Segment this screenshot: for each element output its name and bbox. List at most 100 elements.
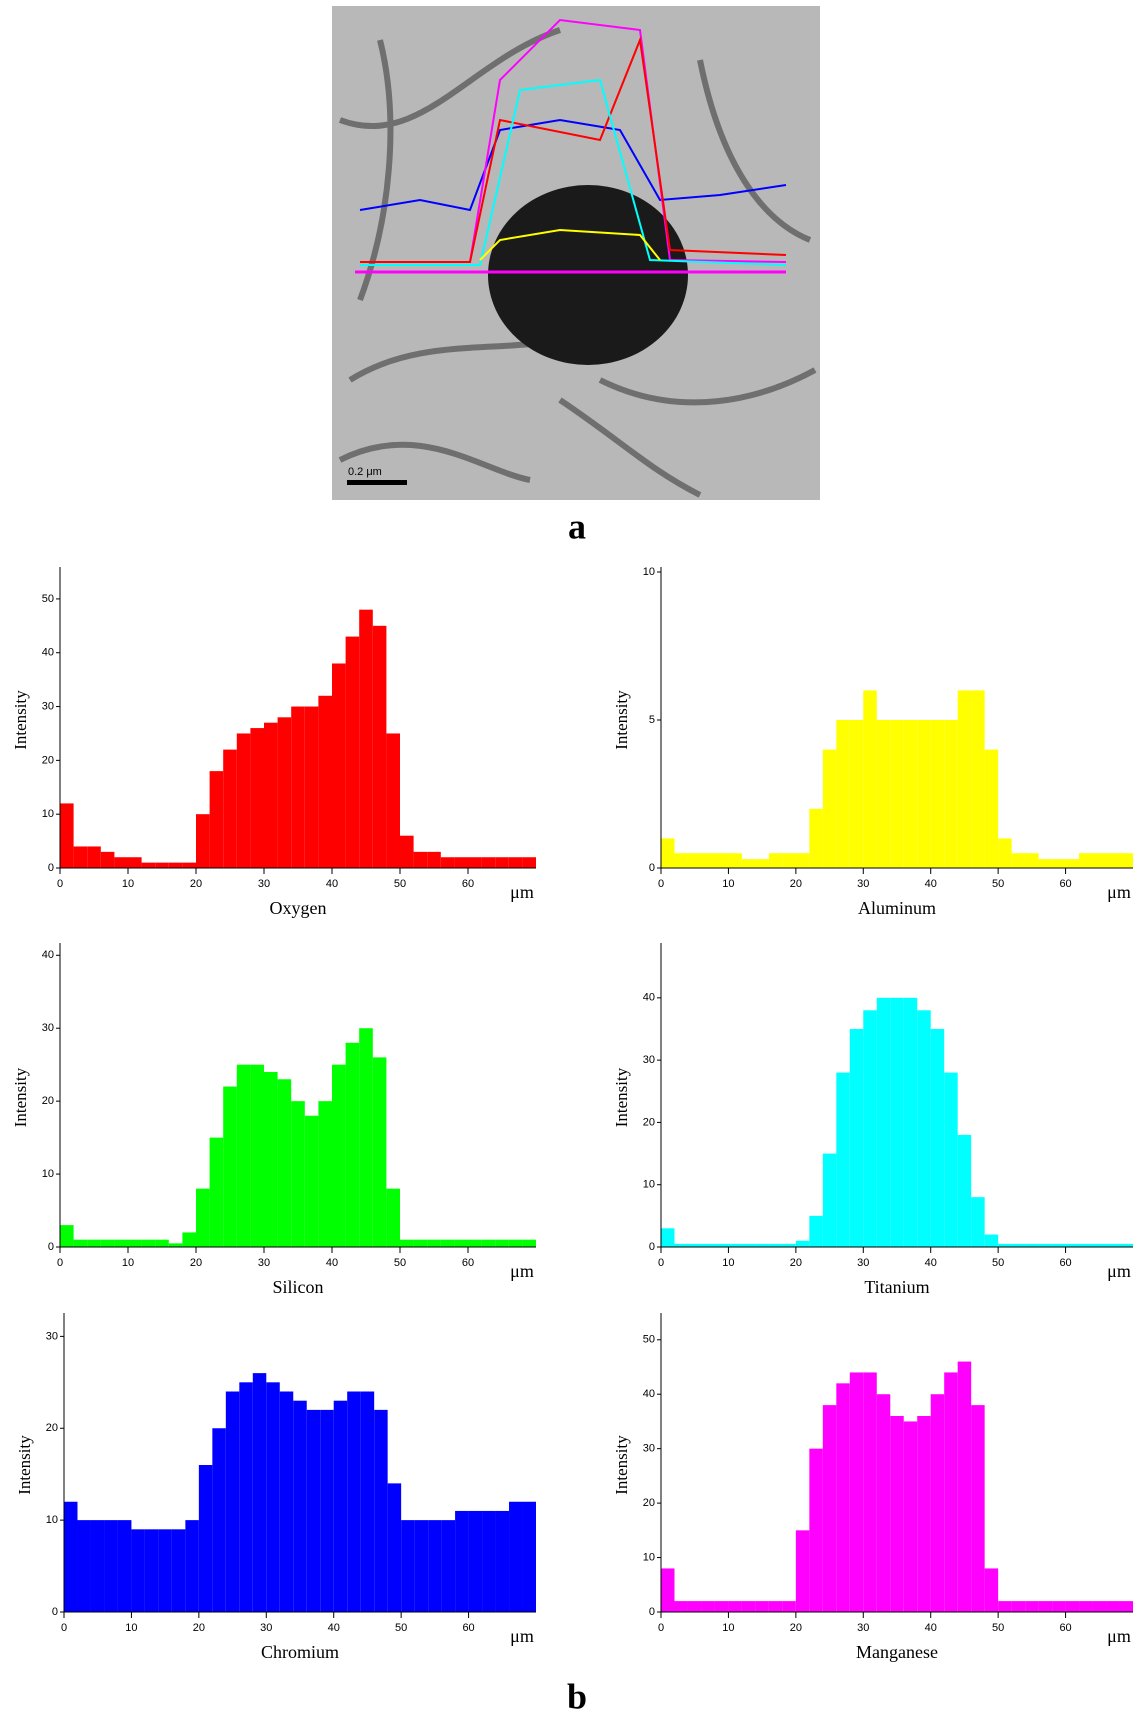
x-tick-label: 20 (790, 1257, 802, 1269)
bar (252, 1373, 267, 1612)
chart: 0 5 10 0 10 20 30 40 50 60 μm Aluminum Intensity (612, 566, 1133, 918)
chart-title: Oxygen (270, 898, 327, 918)
bar (863, 690, 877, 868)
panel-label: a (568, 506, 586, 546)
bar (304, 706, 319, 868)
y-tick-label: 30 (643, 1054, 655, 1066)
bar (755, 859, 769, 868)
x-tick-label: 40 (925, 878, 937, 890)
bar (468, 1510, 483, 1612)
x-tick-label: 30 (857, 878, 869, 890)
bar (1038, 859, 1053, 868)
bar (455, 1510, 469, 1612)
chart-title: Manganese (856, 1642, 938, 1662)
bar (198, 1465, 213, 1612)
bar (1079, 853, 1093, 868)
y-tick-label: 10 (643, 1179, 655, 1191)
bar (687, 1601, 702, 1612)
bar (863, 1372, 877, 1612)
y-tick-label: 20 (643, 1497, 655, 1509)
bar (359, 609, 373, 868)
bar (971, 1405, 985, 1612)
bar (741, 1601, 756, 1612)
x-tick-label: 40 (925, 1622, 937, 1634)
bar (782, 853, 796, 868)
chart-title: Titanium (864, 1277, 929, 1297)
bar (930, 1394, 945, 1612)
x-tick-label: 20 (193, 1622, 205, 1634)
bar (1119, 1601, 1133, 1612)
overlay-al (479, 228, 661, 261)
chart: 0 10 20 30 40 0 10 20 30 40 50 60 μm Silicon Intensity (11, 943, 536, 1297)
bar (413, 851, 428, 868)
bar (522, 857, 536, 868)
bar (360, 1391, 375, 1612)
bar (481, 857, 496, 868)
bar (661, 1568, 675, 1612)
bar (481, 1239, 496, 1247)
overlay-o (360, 36, 787, 263)
bar (1119, 853, 1133, 868)
y-axis-label: Intensity (11, 690, 30, 750)
y-tick-label: 30 (46, 1330, 58, 1342)
bar (182, 1232, 196, 1247)
bar (87, 1239, 101, 1247)
bar (836, 1383, 850, 1612)
x-tick-label: 50 (394, 878, 406, 890)
bar (849, 1028, 864, 1247)
bar (998, 1601, 1012, 1612)
bar (291, 1101, 305, 1247)
bar (440, 1239, 455, 1247)
chart-title: Chromium (261, 1642, 339, 1662)
bar (944, 1072, 958, 1247)
bar (1052, 1243, 1066, 1247)
bar (1011, 853, 1026, 868)
x-tick-label: 50 (992, 878, 1004, 890)
bar (674, 1243, 688, 1247)
x-tick-label: 20 (790, 1622, 802, 1634)
bar (117, 1520, 132, 1612)
bar (508, 1239, 523, 1247)
bar (345, 636, 360, 868)
y-tick-label: 20 (42, 754, 54, 766)
x-tick-label: 0 (658, 878, 664, 890)
bar (687, 853, 702, 868)
bar (306, 1409, 321, 1612)
bar (468, 1239, 482, 1247)
x-tick-label: 10 (722, 878, 734, 890)
x-tick-label: 60 (1059, 1257, 1071, 1269)
bar (114, 857, 128, 868)
bar (277, 717, 292, 868)
bar (522, 1501, 536, 1612)
y-tick-label: 0 (649, 862, 655, 874)
bar (168, 862, 183, 868)
bar (1011, 1243, 1026, 1247)
bar (236, 733, 251, 868)
bar (454, 857, 468, 868)
micrograph-fibers (338, 27, 817, 498)
bar (714, 853, 729, 868)
bar (1038, 1601, 1053, 1612)
panel-label: b (567, 1676, 587, 1716)
x-unit: μm (1107, 1626, 1131, 1646)
bar (223, 1086, 237, 1247)
bar (917, 720, 931, 868)
bar (60, 1225, 74, 1247)
bar (155, 1239, 169, 1247)
bar (944, 1372, 958, 1612)
bar (333, 1400, 348, 1612)
y-tick-label: 0 (48, 1241, 54, 1253)
scale-bar (347, 480, 407, 485)
x-tick-label: 30 (857, 1622, 869, 1634)
bar (144, 1529, 159, 1612)
bar (440, 857, 455, 868)
x-tick-label: 0 (57, 878, 63, 890)
scale-bar-label: 0.2 μm (348, 466, 382, 478)
y-tick-label: 10 (46, 1514, 58, 1526)
bar (957, 690, 972, 868)
bar (332, 1064, 346, 1247)
bar (128, 857, 142, 868)
x-tick-label: 0 (658, 1257, 664, 1269)
y-tick-label: 10 (643, 566, 655, 578)
y-tick-label: 20 (42, 1095, 54, 1107)
